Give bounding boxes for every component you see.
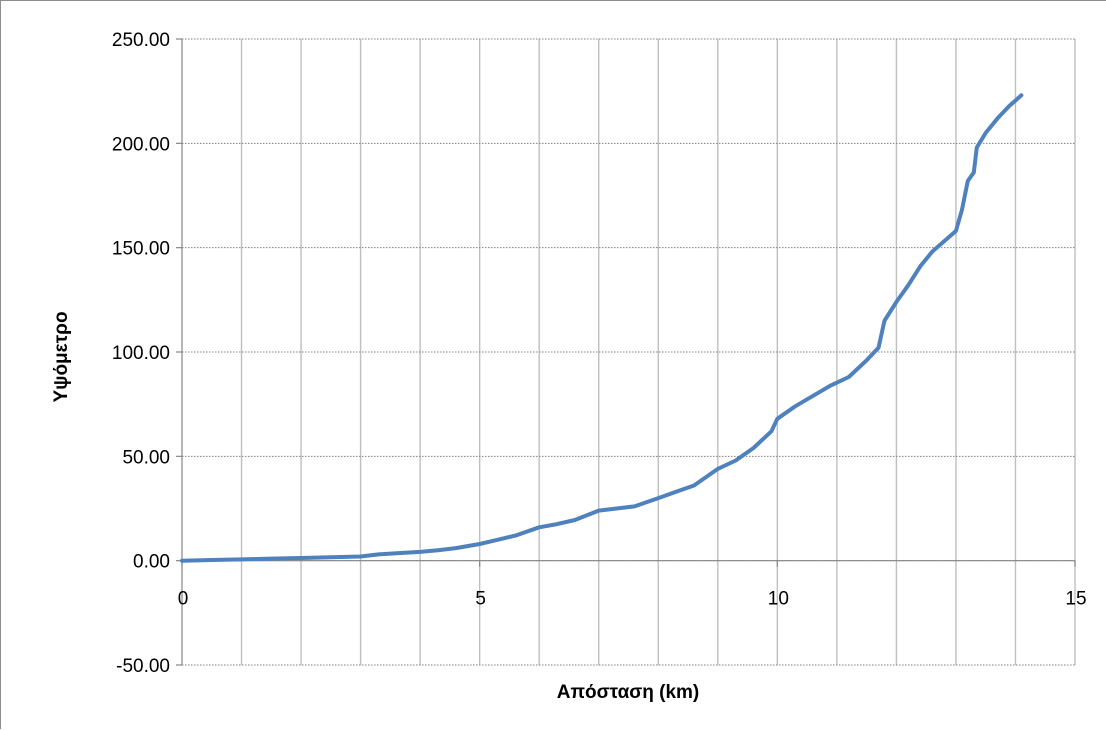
x-tick-label: 5	[475, 589, 486, 610]
axis-layer	[176, 38, 1076, 666]
y-tick-label: 0.00	[133, 552, 170, 573]
y-tick-label: 200.00	[112, 134, 170, 155]
x-tick-label: 10	[768, 589, 789, 610]
y-tick-label: 150.00	[112, 239, 170, 260]
y-tick-label: 250.00	[112, 30, 170, 51]
series-layer	[180, 93, 1024, 563]
x-tick-label: 15	[1065, 589, 1086, 610]
y-axis-title: Υψόμετρο	[51, 311, 72, 402]
y-tick-label: -50.00	[116, 656, 170, 677]
x-axis-title: Απόσταση (km)	[557, 682, 700, 703]
y-tick-label: 50.00	[122, 447, 170, 468]
x-tick-label: 0	[178, 589, 189, 610]
grid-layer	[182, 38, 1076, 666]
tick-label-layer: -50.00 0.00 50.00 100.00 150.00 200.00 250.00 0…	[112, 30, 1087, 677]
series-line	[180, 93, 1024, 563]
y-tick-label: 100.00	[112, 343, 170, 364]
